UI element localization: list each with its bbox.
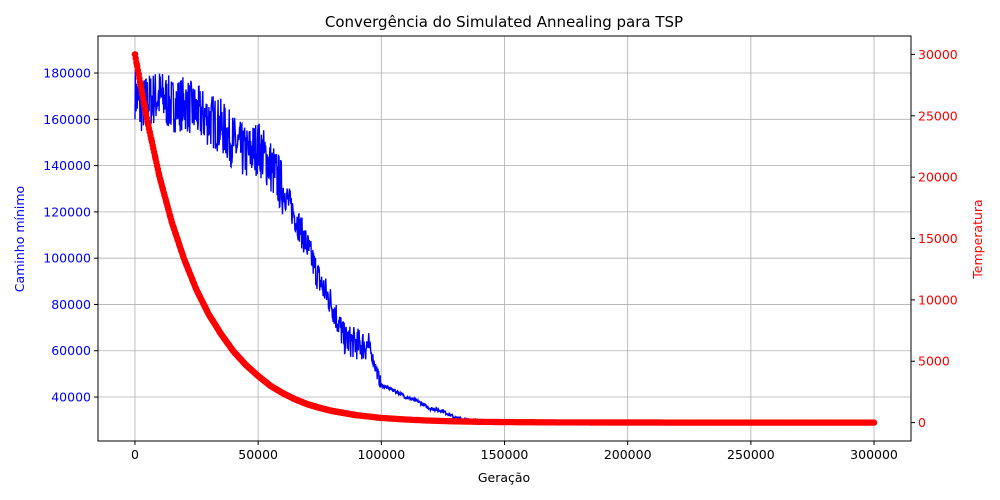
y-left-tick-label: 160000 (43, 112, 91, 127)
y-left-tick-label: 40000 (51, 390, 91, 405)
path-length-series (134, 69, 481, 426)
grid-lines (98, 36, 911, 441)
x-tick-label: 100000 (357, 447, 405, 462)
x-tick-label: 300000 (850, 447, 898, 462)
temperature-point (870, 419, 878, 426)
y-right-tick-label: 5000 (918, 354, 950, 369)
y-left-tick-label: 60000 (51, 343, 91, 358)
x-tick-label: 150000 (481, 447, 529, 462)
y-left-tick-label: 140000 (43, 158, 91, 173)
y-right-axis-label: Temperatura (970, 199, 985, 279)
y-right-tick-label: 30000 (918, 47, 958, 62)
x-tick-label: 0 (131, 447, 139, 462)
x-tick-label: 50000 (238, 447, 278, 462)
y-left-tick-label: 100000 (43, 251, 91, 266)
axes: 0 50000 100000 150000 200000 250000 3000004000… (43, 35, 958, 462)
y-left-tick-label: 120000 (43, 204, 91, 219)
y-right-tick-label: 0 (918, 415, 926, 430)
y-right-tick-label: 15000 (918, 231, 958, 246)
y-left-axis-label: Caminho mínimo (12, 186, 27, 292)
y-left-tick-label: 80000 (51, 297, 91, 312)
y-left-tick-label: 180000 (43, 66, 91, 81)
chart-title: Convergência do Simulated Annealing para… (325, 13, 683, 31)
x-axis-label: Geração (478, 470, 530, 485)
y-right-tick-label: 25000 (918, 108, 958, 123)
x-tick-label: 200000 (604, 447, 652, 462)
y-right-tick-label: 20000 (918, 170, 958, 185)
x-tick-label: 250000 (727, 447, 775, 462)
temperature-series (131, 51, 878, 426)
path-length-line (134, 69, 481, 426)
temperature-point (353, 412, 360, 419)
y-right-tick-label: 10000 (918, 292, 958, 307)
